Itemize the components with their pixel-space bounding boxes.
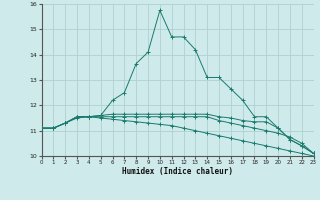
X-axis label: Humidex (Indice chaleur): Humidex (Indice chaleur) xyxy=(122,167,233,176)
